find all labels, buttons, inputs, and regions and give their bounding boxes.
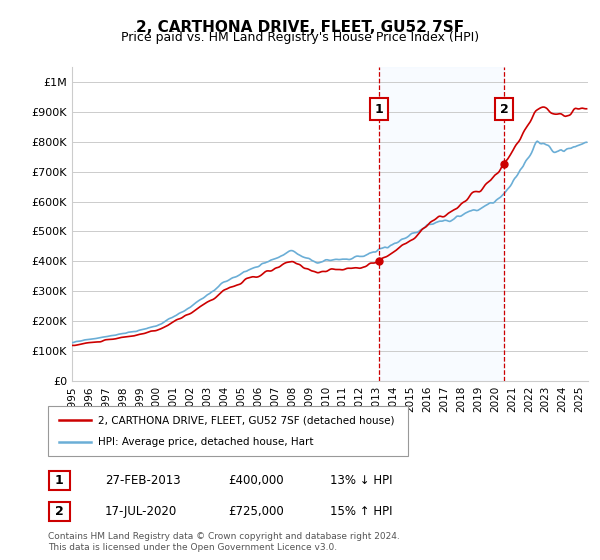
FancyBboxPatch shape bbox=[49, 471, 70, 490]
FancyBboxPatch shape bbox=[48, 406, 408, 456]
Text: £400,000: £400,000 bbox=[228, 474, 284, 487]
Text: 2: 2 bbox=[55, 505, 64, 518]
Text: Contains HM Land Registry data © Crown copyright and database right 2024.
This d: Contains HM Land Registry data © Crown c… bbox=[48, 532, 400, 552]
Text: Price paid vs. HM Land Registry's House Price Index (HPI): Price paid vs. HM Land Registry's House … bbox=[121, 31, 479, 44]
Text: 13% ↓ HPI: 13% ↓ HPI bbox=[330, 474, 392, 487]
Text: 1: 1 bbox=[374, 102, 383, 115]
Text: 2, CARTHONA DRIVE, FLEET, GU52 7SF (detached house): 2, CARTHONA DRIVE, FLEET, GU52 7SF (deta… bbox=[98, 415, 395, 425]
Text: £725,000: £725,000 bbox=[228, 505, 284, 518]
Text: 2, CARTHONA DRIVE, FLEET, GU52 7SF: 2, CARTHONA DRIVE, FLEET, GU52 7SF bbox=[136, 20, 464, 35]
FancyBboxPatch shape bbox=[49, 502, 70, 521]
Text: 2: 2 bbox=[500, 102, 508, 115]
Text: 17-JUL-2020: 17-JUL-2020 bbox=[105, 505, 177, 518]
Text: 15% ↑ HPI: 15% ↑ HPI bbox=[330, 505, 392, 518]
Text: 1: 1 bbox=[55, 474, 64, 487]
Text: 27-FEB-2013: 27-FEB-2013 bbox=[105, 474, 181, 487]
Bar bbox=[379, 67, 504, 381]
Text: HPI: Average price, detached house, Hart: HPI: Average price, detached house, Hart bbox=[98, 437, 314, 447]
